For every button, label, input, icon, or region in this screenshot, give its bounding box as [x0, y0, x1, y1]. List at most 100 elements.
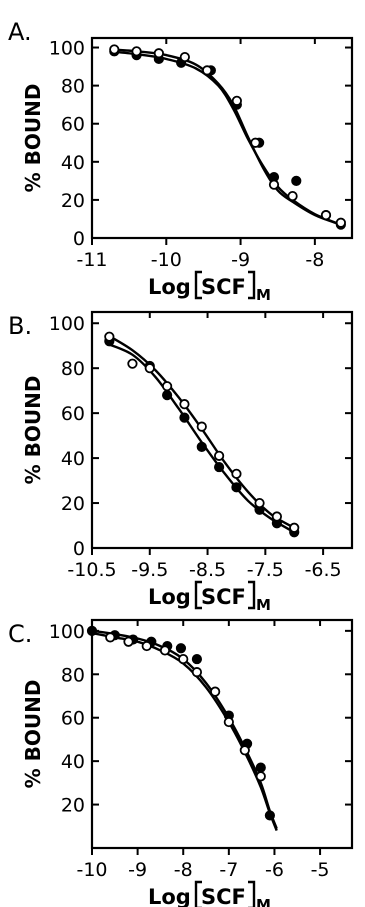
data-point-open	[335, 217, 346, 228]
data-point-open	[250, 137, 261, 148]
fit-curve-filled	[105, 342, 295, 534]
x-label-bracket-right	[248, 580, 256, 610]
data-point-filled	[191, 653, 203, 665]
data-point-open	[104, 331, 115, 342]
data-point-open	[287, 190, 298, 202]
data-point-open	[123, 636, 134, 647]
data-point-open	[153, 48, 164, 59]
data-point-open	[268, 179, 280, 190]
y-tick-label: 20	[61, 795, 85, 817]
data-point-open	[159, 645, 171, 656]
data-point-open	[178, 653, 189, 665]
x-label-subscript: M	[256, 896, 271, 907]
y-tick-label: 80	[61, 664, 85, 686]
x-label-scf: SCF	[201, 885, 246, 907]
panel-c: C. 20 40 60 80 100 -10 -9 -8 -7 -6 -5 % BOUND Log SCF M	[8, 618, 354, 907]
x-tick-label: -9	[231, 249, 250, 271]
data-point-open	[210, 686, 221, 697]
y-tick-label: 80	[61, 76, 85, 98]
data-point-open	[179, 51, 190, 63]
y-tick-label: 60	[61, 403, 85, 425]
data-point-filled	[162, 390, 173, 401]
y-axis-label: % BOUND	[21, 376, 45, 485]
data-point-filled	[175, 643, 187, 654]
x-tick-label: -11	[76, 249, 107, 271]
panel-a: A. 0 20 40 60 80 100 -11 -10 -9 -8 % BOUND Log SCF M	[8, 18, 354, 304]
x-axis-label: Log SCF M	[148, 880, 271, 907]
x-label-bracket-right	[248, 880, 256, 907]
data-point-open	[255, 771, 266, 782]
data-point-open	[141, 640, 152, 652]
data-point-filled	[179, 412, 190, 423]
x-tick-label: -9	[128, 859, 147, 881]
data-point-open	[191, 667, 203, 678]
data-point-open	[231, 95, 242, 106]
data-point-open	[131, 46, 142, 57]
x-tick-label: -5	[311, 859, 330, 881]
panel-b: B. 0 20 40 60 80 100 -10.5 -9.5 -8.5 -7.5 -6.5 % BOU…	[8, 310, 354, 614]
series-open	[104, 331, 300, 533]
data-point-open	[271, 511, 282, 522]
fit-curve-open	[110, 48, 342, 226]
data-point-open	[144, 363, 155, 374]
y-tick-label: 0	[73, 228, 85, 250]
fit-curve-filled	[110, 50, 342, 226]
y-tick-label: 60	[61, 708, 85, 730]
data-point-filled	[291, 175, 302, 186]
plot-frame	[90, 618, 354, 850]
data-point-open	[320, 210, 332, 221]
x-tick-label: -9.5	[131, 559, 168, 581]
data-point-open	[214, 450, 225, 461]
x-tick-label: -8	[305, 249, 324, 271]
x-label-bracket-left	[194, 880, 202, 907]
y-tick-label: 60	[61, 114, 85, 136]
y-tick-label: 0	[73, 538, 85, 560]
series-filled	[109, 46, 346, 230]
data-point-open	[202, 65, 213, 76]
y-axis-label: % BOUND	[21, 680, 45, 789]
panel-label: C.	[8, 620, 32, 648]
y-tick-label: 80	[61, 358, 85, 380]
x-label-subscript: M	[256, 286, 271, 304]
data-point-filled	[231, 482, 242, 493]
y-axis-label: % BOUND	[21, 84, 45, 193]
series-open	[109, 44, 346, 228]
y-tick-label: 100	[49, 313, 85, 335]
data-point-open	[127, 358, 138, 369]
y-tick-label: 20	[61, 190, 85, 212]
x-label-scf: SCF	[201, 585, 246, 609]
data-point-open	[223, 716, 234, 728]
x-label-bracket-left	[194, 270, 202, 300]
x-label-log: Log	[148, 885, 191, 907]
y-tick-label: 40	[61, 152, 85, 174]
y-tick-label: 40	[61, 448, 85, 470]
data-point-filled	[196, 441, 207, 452]
x-axis-label: Log SCF M	[148, 270, 271, 304]
data-point-open	[162, 381, 173, 392]
series-open	[91, 631, 278, 832]
x-label-bracket-right	[248, 270, 256, 300]
data-point-open	[105, 632, 116, 643]
x-label-log: Log	[148, 585, 191, 609]
data-point-open	[196, 421, 207, 432]
x-tick-label: -8	[174, 859, 193, 881]
data-point-open	[109, 44, 120, 55]
x-label-scf: SCF	[201, 275, 246, 299]
y-tick-label: 100	[49, 38, 85, 60]
x-axis-label: Log SCF M	[148, 580, 271, 614]
data-point-filled	[214, 461, 225, 473]
y-tick-label: 20	[61, 493, 85, 515]
data-point-open	[289, 522, 300, 533]
x-tick-label: -8.5	[189, 559, 226, 581]
plot-frame	[90, 36, 354, 240]
x-tick-label: -6.5	[305, 559, 342, 581]
x-label-bracket-left	[194, 580, 202, 610]
x-tick-label: -7	[219, 859, 238, 881]
panel-label: A.	[8, 18, 32, 46]
panel-label: B.	[8, 312, 32, 340]
x-tick-label: -7.5	[247, 559, 284, 581]
data-point-open	[231, 468, 242, 479]
x-label-log: Log	[148, 275, 191, 299]
x-tick-label: -10	[151, 249, 182, 271]
